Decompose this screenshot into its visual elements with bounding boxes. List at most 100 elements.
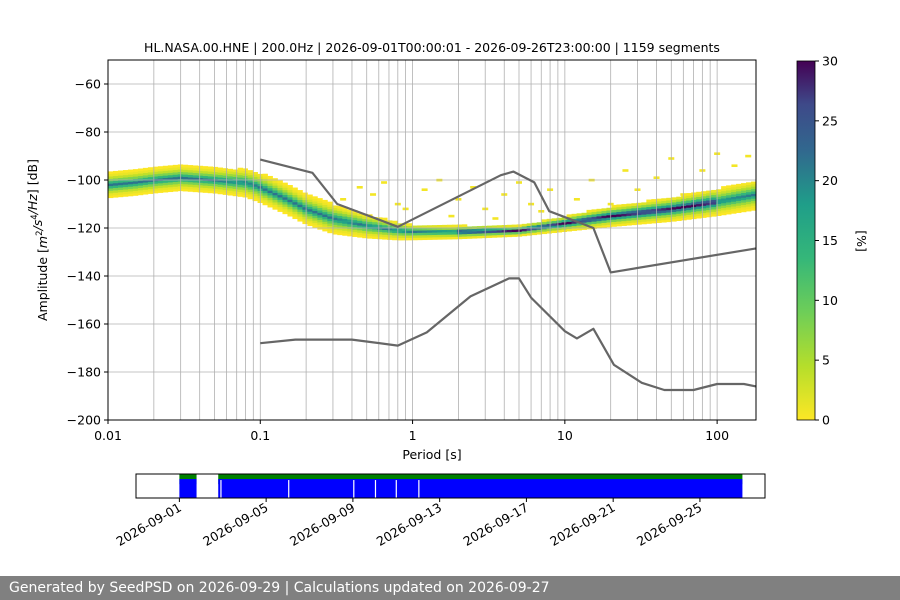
- heatmap-cell: [591, 223, 597, 227]
- heatmap-cell: [137, 190, 144, 193]
- heatmap-cell: [112, 173, 119, 177]
- heatmap-cell: [302, 199, 308, 203]
- heatmap-cell: [247, 186, 253, 190]
- heatmap-cell: [676, 206, 682, 209]
- heatmap-cell: [327, 211, 333, 214]
- x-tick-label: 1: [409, 428, 417, 443]
- heatmap-cell: [287, 209, 293, 212]
- heatmap-cell: [192, 172, 199, 176]
- heatmap-cell: [332, 215, 338, 218]
- heatmap-cell: [352, 215, 358, 218]
- heatmap-cell: [217, 186, 224, 190]
- heatmap-cell: [207, 168, 214, 172]
- heatmap-cell: [711, 189, 717, 193]
- heatmap-cell: [666, 217, 672, 220]
- heatmap-cell: [402, 235, 408, 238]
- heatmap-cell: [746, 191, 752, 195]
- x-tick-label: 100: [705, 428, 729, 443]
- heatmap-cell: [611, 204, 617, 208]
- heatmap-cell: [317, 207, 323, 211]
- heatmap-cell: [446, 236, 453, 240]
- heatmap-cell: [601, 213, 607, 216]
- heatmap-cell: [741, 183, 747, 186]
- heatmap-cell: [297, 209, 303, 212]
- heatmap-cell: [132, 190, 139, 194]
- colorbar-tick-label: 20: [822, 173, 838, 188]
- coverage-bar-blue: [218, 479, 743, 498]
- heatmap-cell: [267, 180, 273, 184]
- colorbar-tick-label: 10: [822, 293, 838, 308]
- heatmap-cell: [716, 213, 722, 216]
- heatmap-cell: [342, 233, 348, 236]
- heatmap-cell: [586, 209, 592, 213]
- heatmap-cell: [212, 169, 219, 172]
- heatmap-cell: [232, 169, 238, 173]
- heatmap-cell: [187, 165, 194, 168]
- heatmap-cell: [696, 191, 702, 195]
- heatmap-cell: [292, 206, 298, 210]
- heatmap-cell: [157, 175, 164, 179]
- heatmap-cell: [117, 180, 124, 183]
- timeline-tick-label: 2026-09-01: [113, 500, 183, 549]
- heatmap-cell: [521, 228, 528, 232]
- heatmap-cell: [312, 215, 318, 219]
- heatmap-cell: [272, 180, 278, 184]
- heatmap-cell: [601, 210, 607, 214]
- heatmap-cell: [676, 203, 682, 207]
- coverage-bar-blue: [179, 479, 197, 498]
- heatmap-cell: [292, 187, 298, 191]
- heatmap-cell: [227, 192, 234, 196]
- heatmap-cell: [511, 234, 518, 237]
- heatmap-cell: [516, 224, 523, 228]
- heatmap-cell: [556, 229, 562, 233]
- heatmap-cell: [526, 225, 533, 229]
- heatmap-cell: [312, 205, 318, 209]
- heatmap-cell: [377, 229, 383, 233]
- heatmap-cell: [197, 187, 204, 191]
- heatmap-cell: [586, 214, 592, 218]
- timeline-tick-label: 2026-09-21: [547, 500, 617, 549]
- heatmap-cell: [108, 173, 114, 177]
- heatmap-cell: [212, 166, 219, 170]
- heatmap-cell: [486, 230, 493, 234]
- heatmap-cell: [436, 224, 443, 228]
- heatmap-cell: [122, 172, 129, 176]
- heatmap-cell: [277, 187, 283, 191]
- heatmap-cell: [746, 189, 752, 193]
- heatmap-cell: [327, 213, 333, 217]
- heatmap-cell: [312, 222, 318, 226]
- colorbar-tick-label: 30: [822, 54, 838, 69]
- heatmap-cell: [536, 222, 543, 225]
- heatmap-cell: [187, 179, 194, 183]
- heatmap-cell: [192, 187, 199, 190]
- heatmap-cell: [217, 184, 224, 188]
- heatmap-cell: [621, 216, 627, 219]
- heatmap-cell: [172, 174, 179, 178]
- heatmap-cell: [277, 206, 283, 210]
- heatmap-cell: [207, 173, 214, 177]
- heatmap-cell: [267, 187, 273, 191]
- colorbar-tick-label: 25: [822, 113, 838, 128]
- heatmap-cell: [716, 210, 722, 214]
- heatmap-cell: [641, 207, 647, 210]
- heatmap-cell: [741, 195, 747, 198]
- heatmap-cell: [427, 225, 433, 228]
- heatmap-cell: [262, 173, 268, 177]
- heatmap-cell: [591, 218, 597, 222]
- heatmap-cell: [476, 235, 483, 239]
- heatmap-cell: [292, 192, 298, 196]
- heatmap-cell: [207, 171, 214, 174]
- heatmap-cell: [142, 172, 149, 176]
- heatmap-cell: [292, 204, 298, 208]
- heatmap-cell: [202, 170, 209, 174]
- heatmap-cell: [746, 203, 752, 207]
- heatmap-cell: [362, 218, 368, 222]
- heatmap-cell: [471, 228, 478, 232]
- heatmap-cell: [606, 224, 612, 228]
- heatmap-cell: [616, 218, 622, 222]
- heatmap-cell: [222, 175, 229, 179]
- heatmap-cell: [711, 206, 717, 210]
- heatmap-cell: [726, 209, 732, 213]
- heatmap-cell: [686, 202, 692, 206]
- heatmap-cell: [382, 236, 388, 240]
